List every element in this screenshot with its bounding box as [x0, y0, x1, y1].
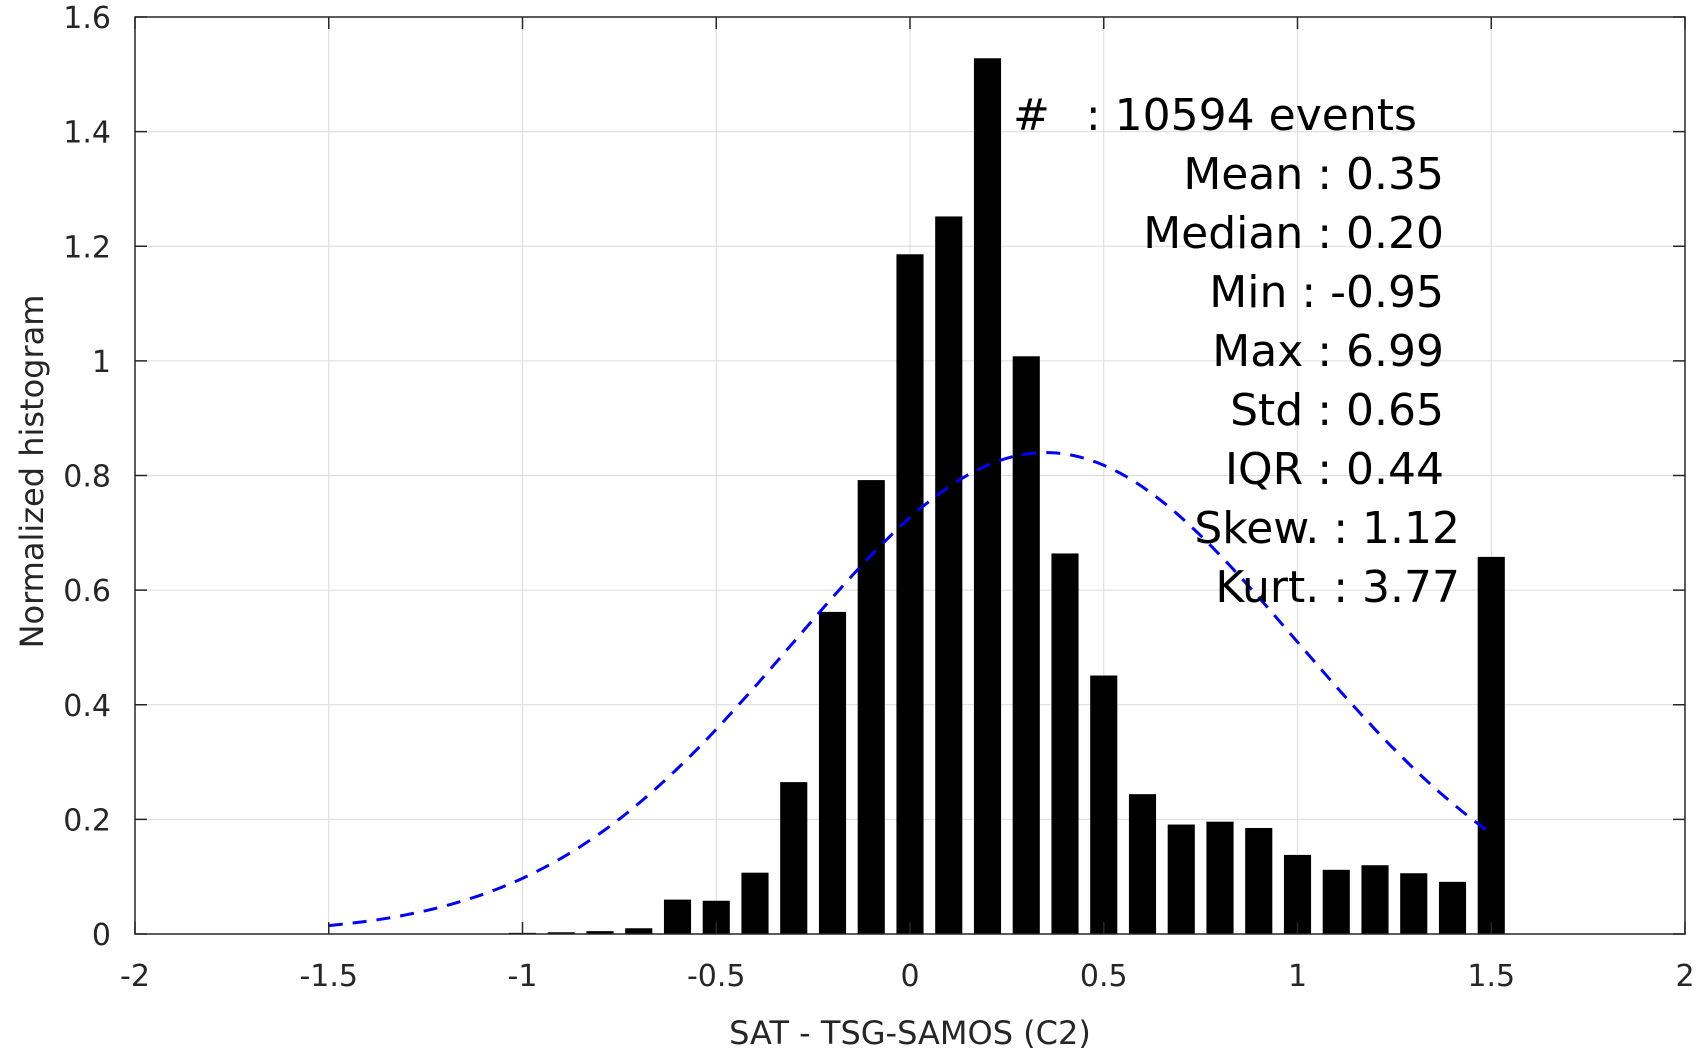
- histogram-bar: [741, 872, 769, 934]
- normal-fit-curve: [328, 451, 1493, 928]
- stat-value: : -0.95: [1301, 267, 1444, 318]
- histogram-bar: [1283, 854, 1312, 934]
- histogram-bar: [625, 928, 653, 934]
- y-tick-label: 1.6: [63, 1, 111, 36]
- histogram-bar: [1167, 824, 1195, 934]
- x-tick-label: 0: [900, 959, 919, 994]
- stat-line: IQR : 0.44: [1225, 444, 1444, 495]
- histogram-bar: [780, 782, 808, 934]
- y-tick-label: 0.4: [63, 689, 111, 724]
- histogram-bar: [1012, 356, 1040, 934]
- stat-value: : 0.20: [1317, 208, 1444, 259]
- histogram-bar: [1322, 869, 1350, 934]
- y-axis-label: Normalized histogram: [13, 295, 51, 649]
- stat-label: Kurt.: [1215, 562, 1333, 613]
- fit-curve-layer: [328, 451, 1493, 928]
- stat-line: Max : 6.99: [1212, 326, 1444, 377]
- histogram-bar: [1128, 794, 1157, 934]
- stat-line: Mean : 0.35: [1183, 149, 1444, 200]
- stat-value: : 3.77: [1333, 562, 1460, 613]
- histogram-bar: [586, 931, 614, 934]
- y-tick-label: 1.2: [63, 230, 111, 265]
- stat-label: Skew.: [1194, 503, 1333, 554]
- y-tick-label: 0.8: [63, 460, 111, 495]
- histogram-bar: [1245, 827, 1273, 934]
- histogram-bar: [1400, 873, 1428, 934]
- histogram-bar: [1090, 675, 1118, 934]
- histogram-bar: [1477, 556, 1505, 934]
- y-tick-label: 0: [92, 918, 111, 953]
- x-tick-label: 1: [1288, 959, 1307, 994]
- stat-value: : 0.44: [1317, 444, 1444, 495]
- y-tick-labels: 0 0.2 0.4 0.6 0.8 1 1.2 1.4 1.6: [63, 1, 111, 953]
- stat-line: Skew. : 1.12: [1194, 503, 1460, 554]
- histogram-bar: [935, 216, 963, 934]
- histogram-bar: [1206, 821, 1234, 934]
- histogram-bar: [1438, 881, 1467, 934]
- y-tick-label: 0.6: [63, 574, 111, 609]
- histogram-bar: [857, 480, 885, 934]
- x-axis-label: SAT - TSG-SAMOS (C2): [729, 1014, 1091, 1052]
- x-tick-label: -2: [120, 959, 150, 994]
- stat-line: # : 10594 events: [1013, 90, 1417, 141]
- stat-line: Kurt. : 3.77: [1215, 562, 1460, 613]
- stat-value: : 0.35: [1317, 149, 1444, 200]
- histogram-bar: [1361, 865, 1389, 934]
- stat-label: Median: [1143, 208, 1317, 259]
- histogram-bar: [1051, 553, 1079, 934]
- stat-label: Min: [1209, 267, 1301, 318]
- stat-label: Max: [1212, 326, 1317, 377]
- bars-layer: [508, 58, 1505, 934]
- stat-label: Mean: [1183, 149, 1317, 200]
- x-tick-label: 1.5: [1467, 959, 1515, 994]
- stat-label: #: [1013, 90, 1050, 141]
- stat-line: Std : 0.65: [1230, 385, 1444, 436]
- y-tick-label: 0.2: [63, 803, 111, 838]
- histogram-bar: [896, 254, 924, 934]
- stat-value: : 0.65: [1317, 385, 1444, 436]
- stat-value: : 6.99: [1317, 326, 1444, 377]
- x-tick-label: -1: [508, 959, 538, 994]
- y-tick-label: 1.4: [63, 116, 111, 151]
- stat-label: IQR: [1225, 444, 1317, 495]
- x-tick-label: -0.5: [687, 959, 746, 994]
- histogram-bar: [973, 58, 1002, 934]
- x-tick-labels: -2 -1.5 -1 -0.5 0 0.5 1 1.5 2: [120, 959, 1695, 994]
- histogram-bar: [547, 932, 575, 934]
- stat-line: Median : 0.20: [1143, 208, 1444, 259]
- y-tick-label: 1: [92, 345, 111, 380]
- stat-value: : 1.12: [1333, 503, 1460, 554]
- x-tick-label: -1.5: [299, 959, 358, 994]
- stat-label: Std: [1230, 385, 1317, 436]
- ticks-layer: [134, 16, 1686, 935]
- histogram-bar: [663, 899, 692, 934]
- stat-value: : 10594 events: [1086, 90, 1417, 141]
- stat-line: Min : -0.95: [1209, 267, 1444, 318]
- x-tick-label: 2: [1675, 959, 1694, 994]
- x-tick-label: 0.5: [1080, 959, 1128, 994]
- histogram-bar: [818, 611, 847, 934]
